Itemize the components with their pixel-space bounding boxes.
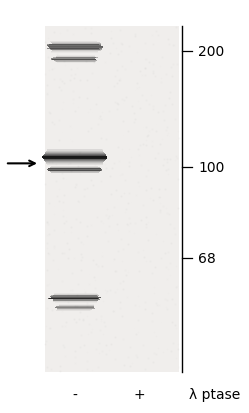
Bar [47,164,103,165]
Text: 68: 68 [198,251,216,265]
Bar [47,150,103,151]
Bar [46,152,104,153]
Bar [47,164,103,165]
Bar [42,157,107,158]
Text: λ ptase: λ ptase [189,387,241,401]
Bar [44,160,106,161]
Bar [42,158,107,159]
Bar [47,165,103,166]
Text: 100: 100 [198,161,224,175]
Bar [46,162,104,163]
Bar [45,161,105,162]
Bar [43,159,106,160]
Text: +: + [134,387,145,401]
Bar [45,161,104,162]
Bar [44,154,105,155]
Bar [43,158,107,159]
Text: -: - [72,387,77,401]
Bar [46,163,103,164]
Bar [44,155,106,156]
Bar [47,151,103,152]
Bar [45,27,179,372]
Text: 200: 200 [198,45,224,59]
Bar [43,156,107,157]
Bar [47,151,103,152]
Bar [45,153,104,154]
